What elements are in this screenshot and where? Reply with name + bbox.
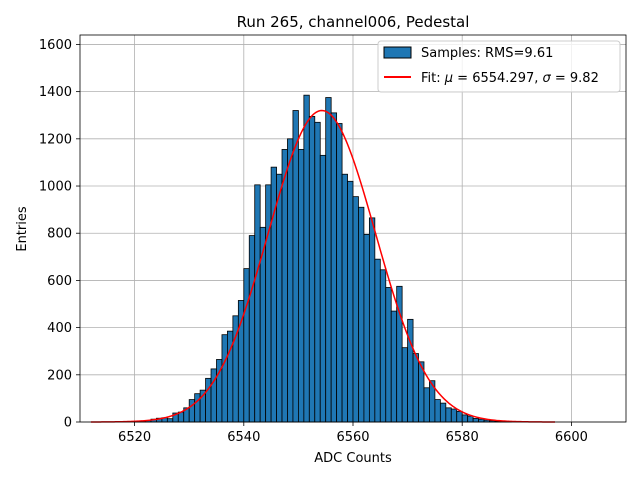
y-axis-label: Entries xyxy=(15,206,30,252)
x-tick-label: 6560 xyxy=(336,430,369,445)
histogram-bar xyxy=(434,399,441,423)
histogram-bar xyxy=(478,418,485,423)
histogram-bar xyxy=(445,407,452,423)
histogram-bar xyxy=(439,402,447,423)
histogram-bar xyxy=(423,387,430,423)
histogram-bar xyxy=(243,268,250,423)
histogram-bar xyxy=(363,233,370,423)
y-tick-label: 400 xyxy=(47,321,72,336)
histogram-bar xyxy=(341,173,348,423)
histogram-bar xyxy=(412,353,419,423)
x-tick-label: 6600 xyxy=(555,430,588,445)
histogram-bar xyxy=(166,418,174,423)
x-axis-ticks: 6520 6540 6560 6580 6600 xyxy=(118,422,588,445)
histogram-bar xyxy=(385,287,392,423)
x-tick-label: 6520 xyxy=(118,430,151,445)
histogram-bar xyxy=(221,334,228,423)
histogram-bar xyxy=(390,310,398,423)
histogram-bar xyxy=(456,410,463,423)
histogram-bar xyxy=(194,393,201,423)
histogram-bar xyxy=(292,110,299,423)
histogram-bar xyxy=(308,116,316,423)
y-tick-label: 200 xyxy=(47,368,72,383)
histogram-bar xyxy=(287,138,294,423)
histogram-bar xyxy=(358,206,365,423)
y-tick-label: 1400 xyxy=(39,85,72,100)
legend-label-samples: Samples: RMS=9.61 xyxy=(421,46,553,61)
y-tick-label: 0 xyxy=(64,416,72,431)
histogram-bar xyxy=(472,418,479,423)
histogram-bar xyxy=(248,235,256,423)
y-tick-label: 1000 xyxy=(39,180,72,195)
x-tick-label: 6540 xyxy=(227,430,260,445)
legend: Samples: RMS=9.61 Fit: μ = 6554.297, σ =… xyxy=(377,40,621,93)
histogram-bar xyxy=(450,408,458,423)
histogram-bar xyxy=(407,318,414,423)
legend-swatch-samples xyxy=(383,46,412,59)
histogram-bar xyxy=(467,415,474,423)
histogram-bar xyxy=(461,414,469,423)
y-tick-label: 800 xyxy=(47,227,72,242)
y-axis-ticks: 0 200 400 600 800 1000 1200 1400 1600 xyxy=(39,38,80,431)
histogram-bar xyxy=(314,121,321,423)
y-tick-label: 1200 xyxy=(39,132,72,147)
histogram-bars xyxy=(134,94,512,423)
legend-label-fit: Fit: μ = 6554.297, σ = 9.82 xyxy=(421,71,599,86)
histogram-bar xyxy=(368,217,376,423)
histogram-bar xyxy=(347,180,354,423)
fit-curve xyxy=(90,109,556,423)
histogram-bar xyxy=(265,184,272,423)
histogram-bar xyxy=(254,184,261,423)
histogram-bar xyxy=(374,258,381,423)
y-tick-label: 600 xyxy=(47,274,72,289)
histogram-bar xyxy=(276,173,283,423)
histogram-bar xyxy=(352,196,359,423)
x-axis-label: ADC Counts xyxy=(314,451,392,466)
histogram-bar xyxy=(325,97,332,423)
histogram-bar xyxy=(297,149,305,423)
histogram-bar xyxy=(303,94,310,423)
histogram-bar xyxy=(379,269,387,423)
histogram-bar xyxy=(336,123,343,423)
histogram-bar xyxy=(319,154,327,423)
histogram-bar xyxy=(205,377,212,423)
histogram-bar xyxy=(281,149,288,423)
histogram-bar xyxy=(188,399,196,423)
histogram-bar xyxy=(401,347,409,423)
x-tick-label: 6580 xyxy=(446,430,479,445)
y-tick-label: 1600 xyxy=(39,38,72,53)
chart-title: Run 265, channel006, Pedestal xyxy=(237,13,470,31)
legend-box xyxy=(377,40,621,93)
histogram-bar xyxy=(330,112,338,423)
